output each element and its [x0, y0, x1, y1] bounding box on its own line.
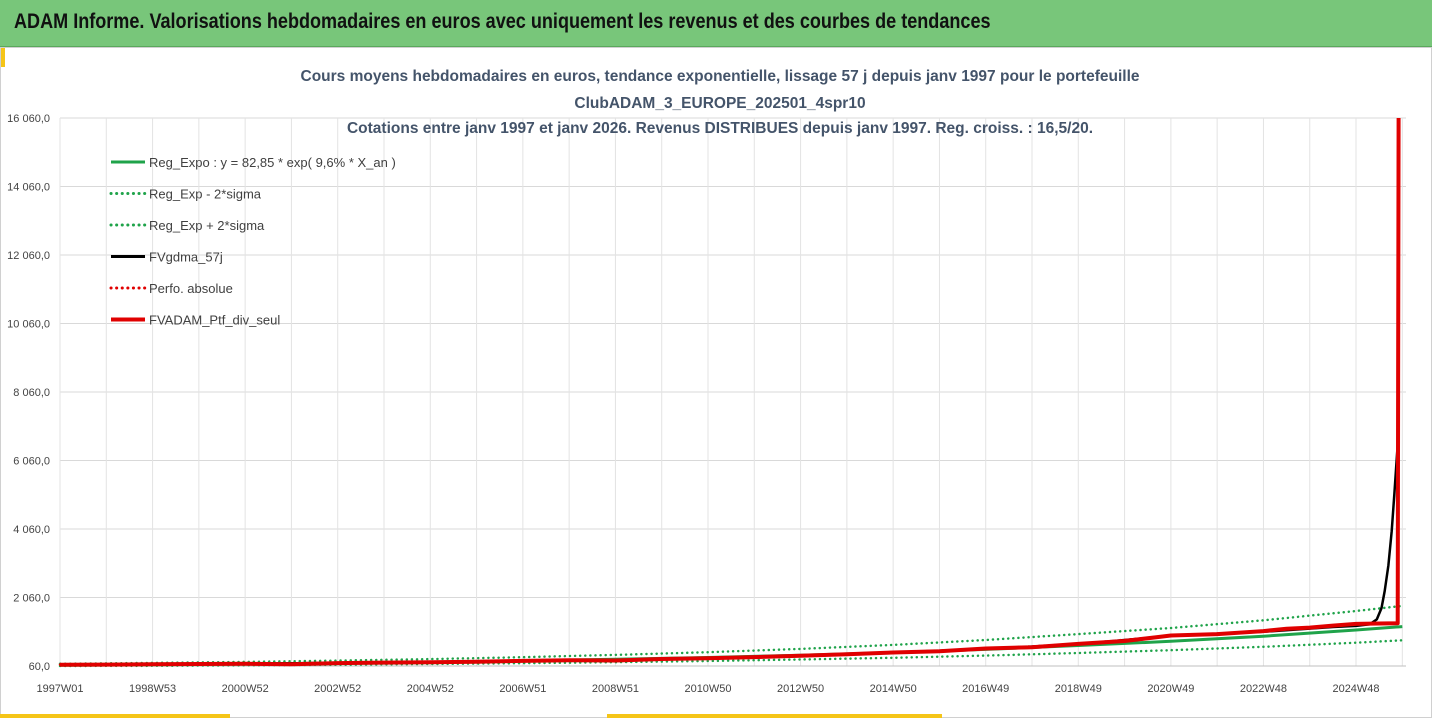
chart-title: Cours moyens hebdomadaires en euros, ten… — [301, 68, 1140, 137]
page-title: ADAM Informe. Valorisations hebdomadaire… — [14, 10, 991, 33]
x-tick-label: 2024W48 — [1332, 683, 1379, 695]
legend-label: Reg_Exp - 2*sigma — [149, 187, 262, 202]
chart-title-line-3: Cotations entre janv 1997 et janv 2026. … — [347, 120, 1093, 137]
y-tick-label: 12 060,0 — [7, 250, 50, 262]
y-tick-label: 4 060,0 — [13, 524, 50, 536]
accent-stripe-bottom-center — [607, 714, 942, 718]
accent-stripe-left — [0, 47, 5, 67]
x-tick-label: 2014W50 — [870, 683, 917, 695]
header-bar: ADAM Informe. Valorisations hebdomadaire… — [0, 0, 1432, 47]
legend-label: Reg_Exp + 2*sigma — [149, 218, 265, 233]
legend-label: FVgdma_57j — [149, 250, 223, 265]
x-tick-label: 2006W51 — [499, 683, 546, 695]
x-tick-label: 2012W50 — [777, 683, 824, 695]
y-tick-label: 10 060,0 — [7, 319, 50, 331]
y-tick-label: 16 060,0 — [7, 113, 50, 125]
x-tick-label: 2018W49 — [1055, 683, 1102, 695]
chart-title-line-1: Cours moyens hebdomadaires en euros, ten… — [301, 68, 1140, 85]
y-tick-label: 14 060,0 — [7, 182, 50, 194]
x-tick-label: 2020W49 — [1147, 683, 1194, 695]
y-tick-label: 8 060,0 — [13, 387, 50, 399]
y-tick-label: 2 060,0 — [13, 593, 50, 605]
legend-label: FVADAM_Ptf_div_seul — [149, 313, 280, 328]
x-tick-label: 1998W53 — [129, 683, 176, 695]
x-tick-label: 2016W49 — [962, 683, 1009, 695]
x-tick-label: 2002W52 — [314, 683, 361, 695]
grid — [59, 117, 1406, 667]
x-axis-ticks: 1997W01 1998W53 2000W52 2002W52 2004W52 2006W… — [36, 683, 1379, 695]
series-line-4 — [59, 431, 1400, 667]
x-tick-label: 2000W52 — [222, 683, 269, 695]
series — [58, 116, 1404, 668]
chart-title-line-2: ClubADAM_3_EUROPE_202501_4spr10 — [574, 95, 865, 112]
x-tick-label: 2008W51 — [592, 683, 639, 695]
y-tick-label: 6 060,0 — [13, 456, 50, 468]
series-line-2 — [58, 639, 1404, 668]
y-tick-label: 60,0 — [29, 661, 50, 673]
legend-label: Reg_Expo : y = 82,85 * exp( 9,6% * X_an … — [149, 155, 396, 170]
x-tick-label: 1997W01 — [36, 683, 83, 695]
legend: Reg_Expo : y = 82,85 * exp( 9,6% * X_an … — [109, 155, 396, 328]
y-axis-ticks: 60,0 2 060,0 4 060,0 6 060,0 8 060,0 10 060,0… — [7, 113, 50, 673]
x-tick-label: 2010W50 — [684, 683, 731, 695]
x-tick-label: 2022W48 — [1240, 683, 1287, 695]
legend-label: Perfo. absolue — [149, 281, 233, 296]
x-tick-label: 2004W52 — [407, 683, 454, 695]
accent-stripe-bottom-left — [0, 714, 230, 718]
series-line-3 — [58, 604, 1404, 666]
series-line-6 — [59, 117, 1401, 667]
